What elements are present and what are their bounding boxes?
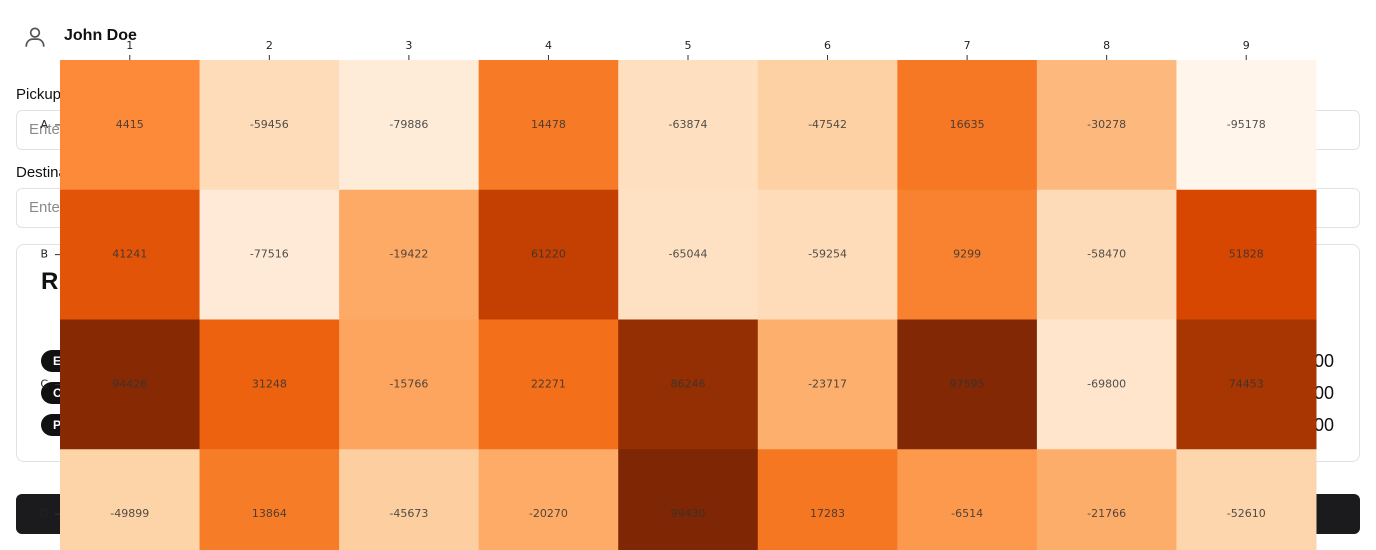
heat-cell xyxy=(199,189,340,320)
heat-cell xyxy=(60,449,201,550)
heat-cell xyxy=(1176,189,1317,320)
cell-label: 51828 xyxy=(1229,248,1264,261)
x-tick-label: 8 xyxy=(1103,39,1110,52)
y-tick-label: B xyxy=(40,248,48,261)
heat-cell xyxy=(757,60,898,191)
cell-label: 86246 xyxy=(671,377,706,390)
heat-cell xyxy=(757,189,898,320)
heat-cell xyxy=(897,189,1038,320)
heat-cell xyxy=(199,319,340,450)
heat-cell xyxy=(199,449,340,550)
cell-label: 31248 xyxy=(252,377,287,390)
x-tick-label: 1 xyxy=(126,39,133,52)
x-tick-label: 9 xyxy=(1243,39,1250,52)
cell-label: 9299 xyxy=(953,248,981,261)
heat-cell xyxy=(1176,60,1317,191)
y-tick-label: C xyxy=(40,377,48,390)
cell-label: -79886 xyxy=(389,118,428,131)
cell-label: -49899 xyxy=(110,507,149,520)
cell-label: -23717 xyxy=(808,377,847,390)
heat-cell xyxy=(1036,449,1177,550)
cell-label: -77516 xyxy=(250,248,289,261)
y-tick-label: A xyxy=(40,118,48,131)
cell-label: 74453 xyxy=(1229,377,1264,390)
cell-label: -95178 xyxy=(1227,118,1266,131)
cell-label: -59254 xyxy=(808,248,847,261)
cell-label: -52610 xyxy=(1227,507,1266,520)
user-name: John Doe xyxy=(64,27,137,44)
cell-label: 17283 xyxy=(810,507,845,520)
cell-label: -59456 xyxy=(250,118,289,131)
heat-cell xyxy=(478,189,619,320)
heat-cell xyxy=(339,449,480,550)
heat-cell xyxy=(897,319,1038,450)
cell-label: 94426 xyxy=(112,377,147,390)
cell-label: -58470 xyxy=(1087,248,1126,261)
heat-cell xyxy=(339,319,480,450)
x-tick-label: 4 xyxy=(545,39,552,52)
x-tick-label: 6 xyxy=(824,39,831,52)
heat-cell xyxy=(478,319,619,450)
heat-cell xyxy=(1036,189,1177,320)
heat-cell xyxy=(618,189,759,320)
heat-cell xyxy=(478,449,619,550)
cell-label: 61220 xyxy=(531,248,566,261)
cell-label: 4415 xyxy=(116,118,144,131)
heat-cell xyxy=(60,319,201,450)
cell-label: 97595 xyxy=(950,377,985,390)
x-tick-label: 7 xyxy=(964,39,971,52)
cell-label: -15766 xyxy=(389,377,428,390)
cell-label: 13864 xyxy=(252,507,287,520)
cell-label: -20270 xyxy=(529,507,568,520)
x-tick-label: 3 xyxy=(405,39,412,52)
cell-label: 14478 xyxy=(531,118,566,131)
heat-cell xyxy=(897,60,1038,191)
cell-label: -69800 xyxy=(1087,377,1126,390)
heat-cell xyxy=(757,449,898,550)
cell-label: 16635 xyxy=(950,118,985,131)
heat-cell xyxy=(618,60,759,191)
heat-cell xyxy=(1036,60,1177,191)
user-icon[interactable] xyxy=(22,24,48,50)
heat-cell xyxy=(339,60,480,191)
cell-label: -6514 xyxy=(951,507,983,520)
cell-label: -30278 xyxy=(1087,118,1126,131)
cell-label: 41241 xyxy=(112,248,147,261)
heat-cell xyxy=(1036,319,1177,450)
x-tick-label: 2 xyxy=(266,39,273,52)
cell-label: 99430 xyxy=(671,507,706,520)
heat-cell xyxy=(60,60,201,191)
heat-cell xyxy=(199,60,340,191)
cell-label: 22271 xyxy=(531,377,566,390)
cell-label: -63874 xyxy=(669,118,708,131)
heat-cell xyxy=(897,449,1038,550)
x-tick-label: 5 xyxy=(685,39,692,52)
cell-label: -21766 xyxy=(1087,507,1126,520)
cell-label: -47542 xyxy=(808,118,847,131)
y-tick-label: D xyxy=(40,507,48,520)
cell-label: -19422 xyxy=(389,248,428,261)
heat-cell xyxy=(757,319,898,450)
heat-cell xyxy=(339,189,480,320)
cell-label: -65044 xyxy=(669,248,708,261)
heat-cell xyxy=(60,189,201,320)
cell-label: -45673 xyxy=(389,507,428,520)
heat-cell xyxy=(618,319,759,450)
heat-cell xyxy=(478,60,619,191)
heat-cell xyxy=(618,449,759,550)
heat-cell xyxy=(1176,319,1317,450)
heat-cell xyxy=(1176,449,1317,550)
